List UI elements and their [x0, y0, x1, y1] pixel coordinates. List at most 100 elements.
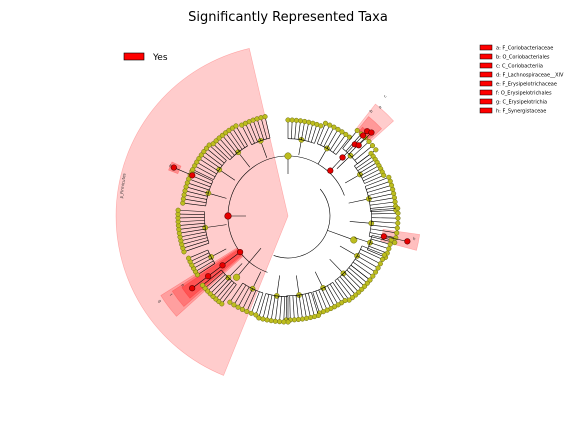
tree-branch: [346, 269, 365, 287]
tree-branch: [183, 242, 210, 253]
taxon-node: [223, 130, 229, 136]
significant-node: [219, 262, 226, 269]
sector-label-g: g: [157, 298, 163, 304]
taxon-node: [198, 152, 204, 158]
taxon-node: [194, 159, 200, 165]
tree-branch: [232, 127, 246, 148]
clade-legend-swatch: [479, 71, 493, 78]
tree-branch: [337, 278, 353, 298]
tree-branch: [295, 295, 299, 320]
taxon-node: [302, 118, 308, 125]
taxon-node: [366, 138, 372, 145]
taxon-node: [196, 155, 202, 162]
tree-branch: [314, 188, 331, 249]
tree-branch: [351, 141, 370, 158]
tree-branch: [369, 201, 396, 206]
sector-label-h: h: [413, 236, 417, 242]
tree-branch: [368, 189, 393, 196]
tree-branch: [332, 134, 347, 153]
significant-node: [236, 249, 244, 256]
tree-branch: [237, 152, 251, 168]
cladogram-tree: [170, 114, 411, 325]
taxon-node: [235, 304, 241, 310]
tree-branch: [260, 117, 268, 139]
tree-branch: [178, 220, 205, 223]
tree-branch: [371, 212, 398, 215]
tree-branch: [317, 148, 328, 165]
tree-branch: [221, 284, 237, 305]
tree-branch: [191, 170, 213, 182]
tree-branch: [287, 138, 315, 144]
tree-branch: [191, 251, 241, 289]
tree-branch: [270, 295, 276, 321]
taxon-node: [244, 308, 250, 315]
taxon-node: [285, 117, 291, 123]
tree-branch: [246, 290, 257, 312]
tree-branch: [311, 292, 319, 316]
tree-branch: [371, 221, 398, 224]
tree-branch: [222, 135, 238, 154]
tree-branch: [363, 171, 383, 182]
taxon-node: [284, 152, 292, 160]
taxon-node: [262, 114, 268, 120]
tree-branch: [233, 284, 247, 305]
tree-branch: [339, 245, 358, 257]
significant-node: [327, 167, 334, 174]
tree-branch: [350, 264, 371, 281]
taxon-node: [386, 246, 392, 252]
tree-branch: [366, 181, 391, 190]
tree-branch: [297, 120, 301, 140]
tree-branch: [312, 291, 320, 314]
tree-branch: [359, 162, 378, 174]
tree-branch: [184, 194, 207, 200]
tree-branch: [350, 245, 363, 266]
tree-branch: [326, 129, 339, 149]
tree-branch: [291, 120, 293, 139]
sector-label-firmicutes: p_Firmicutes: [119, 173, 127, 199]
group-legend-label: Yes: [152, 53, 168, 63]
tree-branch: [218, 282, 235, 302]
tree-branch: [315, 290, 324, 312]
group-legend: Yes: [123, 52, 168, 63]
tree-branch: [314, 271, 324, 289]
tree-branch: [193, 257, 212, 269]
tree-branch: [191, 255, 211, 266]
taxon-node: [373, 147, 379, 153]
tree-branch: [264, 116, 271, 139]
taxon-node: [392, 240, 398, 246]
tree-branch: [212, 278, 230, 297]
tree-branch: [204, 272, 224, 289]
taxon-node: [343, 131, 349, 137]
tree-branch: [323, 127, 335, 147]
tree-branch: [227, 155, 289, 273]
tree-branch: [198, 158, 219, 172]
tree-branch: [360, 165, 380, 176]
tree-branch: [296, 275, 300, 296]
taxon-node: [331, 124, 337, 130]
tree-branch: [194, 165, 216, 177]
tree-branch: [370, 238, 391, 245]
taxon-node: [381, 172, 387, 178]
tree-branch: [318, 289, 328, 311]
clade-legend-entry: g: C_Erysipelotrichia: [496, 100, 547, 106]
tree-branch: [188, 249, 208, 259]
tree-branch: [368, 245, 388, 254]
taxon-node: [339, 129, 345, 135]
tree-branch: [369, 197, 395, 203]
tree-branch: [283, 296, 286, 322]
taxon-node: [297, 118, 304, 124]
tree-branch: [344, 272, 362, 290]
taxon-node: [239, 306, 245, 313]
tree-branch: [242, 288, 253, 310]
taxon-node: [175, 207, 181, 213]
taxon-node: [375, 265, 381, 271]
tree-branch: [255, 292, 264, 316]
tree-branch: [339, 276, 356, 296]
tree-branch: [314, 125, 322, 144]
tree-branch: [189, 252, 210, 262]
taxon-node: [285, 319, 291, 325]
taxon-node: [180, 196, 186, 202]
tree-branch: [173, 167, 193, 176]
significant-node: [404, 238, 411, 245]
tree-branch: [186, 186, 209, 194]
